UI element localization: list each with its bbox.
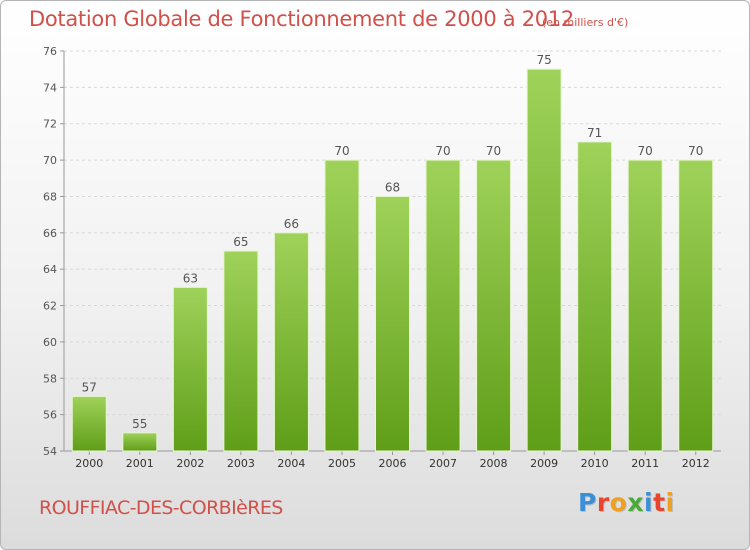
x-tick-label-2001: 2001 <box>126 457 154 470</box>
logo-letter: i <box>665 488 675 517</box>
data-label-2000: 57 <box>82 380 97 394</box>
bar-2004 <box>273 232 309 452</box>
data-labels: 57 55 63 65 66 70 68 70 70 75 71 70 70 <box>82 53 704 431</box>
bar-2000 <box>71 395 107 452</box>
logo-letter: r <box>596 488 610 517</box>
x-tick-label-2006: 2006 <box>379 457 407 470</box>
data-label-2011: 70 <box>638 144 653 158</box>
proxiti-logo: Proxiti <box>578 488 675 517</box>
chart-title: Dotation Globale de Fonctionnement de 20… <box>29 7 574 31</box>
bar-2010 <box>577 141 613 452</box>
data-label-2003: 65 <box>233 235 248 249</box>
chart-unit: (en milliers d'€) <box>542 16 629 29</box>
data-label-2002: 63 <box>183 271 198 285</box>
bar-2001 <box>122 432 158 452</box>
bar-2006 <box>375 195 410 452</box>
y-tick-label: 74 <box>43 81 57 94</box>
x-tick-label-2007: 2007 <box>429 457 457 470</box>
x-tick-label-2012: 2012 <box>682 457 710 470</box>
data-label-2001: 55 <box>132 417 147 431</box>
data-label-2004: 66 <box>284 217 299 231</box>
data-label-2008: 70 <box>486 144 501 158</box>
logo-letter: o <box>609 488 628 517</box>
y-tick-label: 64 <box>43 263 57 276</box>
bar-2012 <box>678 159 714 452</box>
x-tick-label-2004: 2004 <box>277 457 305 470</box>
bar-2002 <box>172 286 208 452</box>
x-tick-label-2000: 2000 <box>75 457 103 470</box>
data-label-2007: 70 <box>435 144 450 158</box>
x-tick-label-2011: 2011 <box>631 457 659 470</box>
bar-2009 <box>526 68 562 452</box>
bar-2005 <box>324 159 360 452</box>
bar-chart: 54 56 58 60 62 64 66 68 70 72 74 76 57 55 63 65 66 70 68 7… <box>43 45 721 470</box>
y-tick-label: 68 <box>43 190 57 203</box>
bar-2007 <box>425 159 461 452</box>
bar-2008 <box>476 159 512 452</box>
logo-letter: x <box>627 488 644 517</box>
data-label-2012: 70 <box>688 144 703 158</box>
y-tick-labels: 54 56 58 60 62 64 66 68 70 72 74 76 <box>43 45 57 458</box>
y-tick-label: 54 <box>43 445 57 458</box>
y-tick-label: 72 <box>43 118 57 131</box>
x-tick-labels: 2000 2001 2002 2003 2004 2005 2006 2007 2008 2009… <box>75 457 709 470</box>
logo-letter: t <box>653 488 666 517</box>
y-tick-label: 56 <box>43 409 57 422</box>
y-tick-label: 62 <box>43 300 57 313</box>
x-tick-label-2009: 2009 <box>530 457 558 470</box>
y-tick-label: 60 <box>43 336 57 349</box>
x-tick-label-2008: 2008 <box>480 457 508 470</box>
logo-letter: i <box>644 488 654 517</box>
data-label-2009: 75 <box>536 53 551 67</box>
data-label-2005: 70 <box>334 144 349 158</box>
x-tick-label-2005: 2005 <box>328 457 356 470</box>
logo-letter: P <box>578 488 597 517</box>
data-label-2006: 68 <box>385 180 400 194</box>
y-tick-label: 58 <box>43 372 57 385</box>
data-label-2010: 71 <box>587 126 602 140</box>
commune-name: ROUFFIAC-DES-CORBIèRES <box>39 497 283 519</box>
y-tick-label: 66 <box>43 227 57 240</box>
x-tick-label-2003: 2003 <box>227 457 255 470</box>
y-tick-label: 76 <box>43 45 57 58</box>
y-tick-label: 70 <box>43 154 57 167</box>
bars <box>71 68 714 452</box>
bar-2011 <box>627 159 663 452</box>
bar-2003 <box>223 250 259 452</box>
x-tick-label-2002: 2002 <box>176 457 204 470</box>
x-tick-label-2010: 2010 <box>581 457 609 470</box>
